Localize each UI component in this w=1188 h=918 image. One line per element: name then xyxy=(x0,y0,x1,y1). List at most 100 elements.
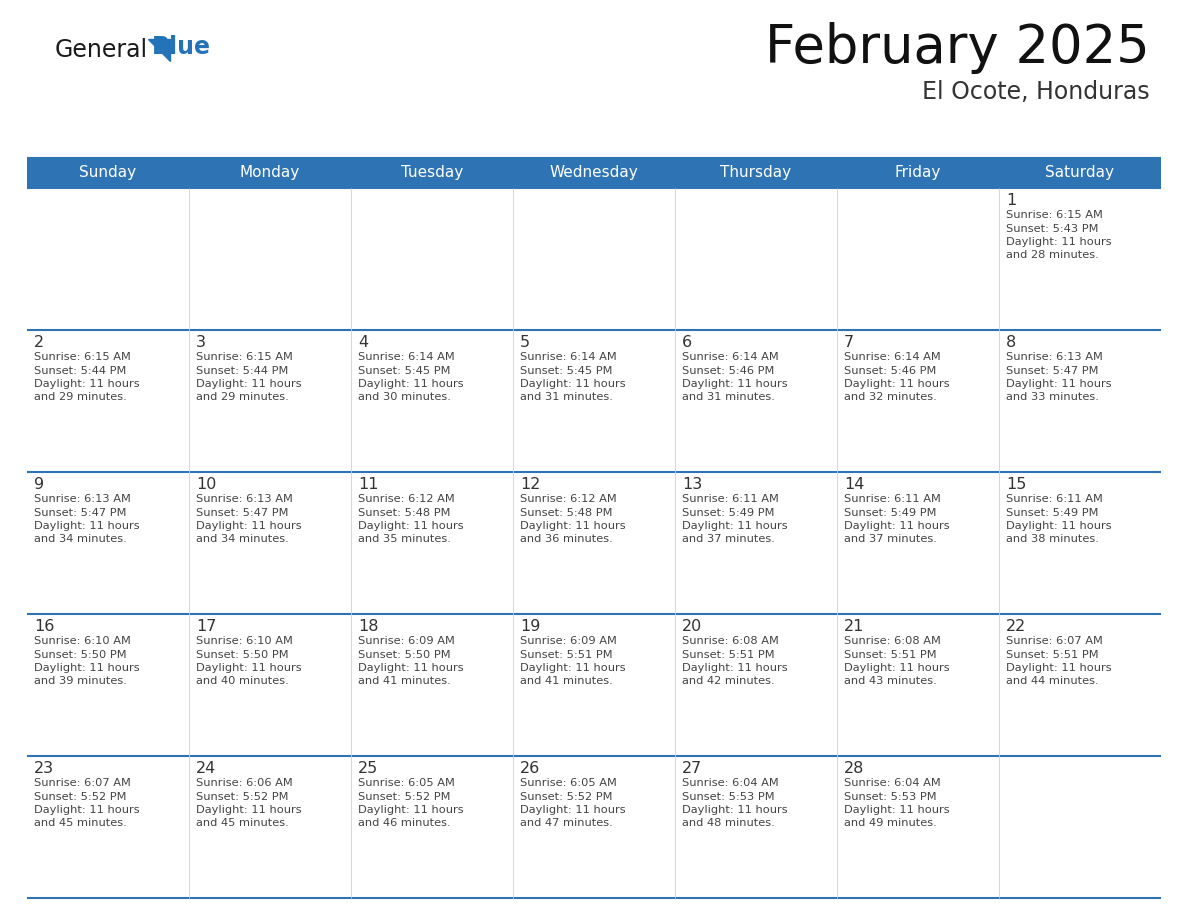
Bar xyxy=(675,614,838,756)
Text: Sunrise: 6:13 AM: Sunrise: 6:13 AM xyxy=(196,494,293,504)
Text: Sunrise: 6:08 AM: Sunrise: 6:08 AM xyxy=(843,636,941,646)
Text: 1: 1 xyxy=(1006,193,1016,208)
Text: Sunrise: 6:10 AM: Sunrise: 6:10 AM xyxy=(196,636,293,646)
Text: Daylight: 11 hours: Daylight: 11 hours xyxy=(520,663,626,673)
Text: and 34 minutes.: and 34 minutes. xyxy=(34,534,127,544)
Text: and 38 minutes.: and 38 minutes. xyxy=(1006,534,1099,544)
Text: Sunrise: 6:13 AM: Sunrise: 6:13 AM xyxy=(1006,352,1102,362)
Text: 23: 23 xyxy=(34,761,55,776)
Text: Sunrise: 6:11 AM: Sunrise: 6:11 AM xyxy=(843,494,941,504)
Text: and 46 minutes.: and 46 minutes. xyxy=(358,819,450,829)
Bar xyxy=(189,330,350,472)
Text: 4: 4 xyxy=(358,335,368,350)
Text: Sunrise: 6:15 AM: Sunrise: 6:15 AM xyxy=(1006,210,1102,220)
Text: Sunset: 5:48 PM: Sunset: 5:48 PM xyxy=(520,508,613,518)
Polygon shape xyxy=(148,39,170,61)
Text: and 31 minutes.: and 31 minutes. xyxy=(682,393,775,402)
Text: and 31 minutes.: and 31 minutes. xyxy=(520,393,613,402)
Text: and 32 minutes.: and 32 minutes. xyxy=(843,393,937,402)
Text: Sunrise: 6:14 AM: Sunrise: 6:14 AM xyxy=(843,352,941,362)
Bar xyxy=(513,472,675,614)
Bar xyxy=(350,158,513,188)
Text: 16: 16 xyxy=(34,619,55,634)
Text: Sunset: 5:53 PM: Sunset: 5:53 PM xyxy=(843,791,936,801)
Text: and 39 minutes.: and 39 minutes. xyxy=(34,677,127,687)
Text: Daylight: 11 hours: Daylight: 11 hours xyxy=(34,663,140,673)
Text: February 2025: February 2025 xyxy=(765,22,1150,74)
Bar xyxy=(189,158,350,188)
Text: and 29 minutes.: and 29 minutes. xyxy=(34,393,127,402)
Text: Daylight: 11 hours: Daylight: 11 hours xyxy=(682,379,788,389)
Bar xyxy=(513,756,675,898)
Text: Sunset: 5:51 PM: Sunset: 5:51 PM xyxy=(1006,650,1099,659)
Text: Sunset: 5:52 PM: Sunset: 5:52 PM xyxy=(358,791,450,801)
Text: Sunset: 5:43 PM: Sunset: 5:43 PM xyxy=(1006,223,1099,233)
Bar xyxy=(27,756,189,898)
Bar xyxy=(350,330,513,472)
Bar xyxy=(999,472,1161,614)
Text: 12: 12 xyxy=(520,477,541,492)
Bar xyxy=(513,614,675,756)
Text: 3: 3 xyxy=(196,335,206,350)
Bar xyxy=(838,472,999,614)
Text: 28: 28 xyxy=(843,761,865,776)
Text: 13: 13 xyxy=(682,477,702,492)
Text: Sunrise: 6:15 AM: Sunrise: 6:15 AM xyxy=(196,352,293,362)
Text: 7: 7 xyxy=(843,335,854,350)
Text: and 37 minutes.: and 37 minutes. xyxy=(682,534,775,544)
Text: Sunrise: 6:14 AM: Sunrise: 6:14 AM xyxy=(358,352,455,362)
Bar xyxy=(838,330,999,472)
Text: Sunrise: 6:05 AM: Sunrise: 6:05 AM xyxy=(520,778,617,788)
Text: Sunset: 5:50 PM: Sunset: 5:50 PM xyxy=(196,650,289,659)
Text: Daylight: 11 hours: Daylight: 11 hours xyxy=(358,805,463,815)
Bar xyxy=(675,188,838,330)
Text: Sunset: 5:49 PM: Sunset: 5:49 PM xyxy=(843,508,936,518)
Text: and 36 minutes.: and 36 minutes. xyxy=(520,534,613,544)
Text: and 45 minutes.: and 45 minutes. xyxy=(34,819,127,829)
Text: Sunrise: 6:10 AM: Sunrise: 6:10 AM xyxy=(34,636,131,646)
Text: Sunrise: 6:14 AM: Sunrise: 6:14 AM xyxy=(520,352,617,362)
Text: Sunset: 5:52 PM: Sunset: 5:52 PM xyxy=(520,791,613,801)
Text: Sunrise: 6:12 AM: Sunrise: 6:12 AM xyxy=(358,494,455,504)
Bar xyxy=(675,158,838,188)
Text: Daylight: 11 hours: Daylight: 11 hours xyxy=(1006,237,1112,247)
Text: Daylight: 11 hours: Daylight: 11 hours xyxy=(358,379,463,389)
Bar xyxy=(999,756,1161,898)
Text: 14: 14 xyxy=(843,477,865,492)
Text: 15: 15 xyxy=(1006,477,1026,492)
Text: Sunday: Sunday xyxy=(80,165,137,181)
Text: and 49 minutes.: and 49 minutes. xyxy=(843,819,937,829)
Text: Sunset: 5:45 PM: Sunset: 5:45 PM xyxy=(520,365,613,375)
Text: Saturday: Saturday xyxy=(1045,165,1114,181)
Text: and 35 minutes.: and 35 minutes. xyxy=(358,534,451,544)
Bar xyxy=(513,158,675,188)
Text: and 30 minutes.: and 30 minutes. xyxy=(358,393,451,402)
Text: Daylight: 11 hours: Daylight: 11 hours xyxy=(843,521,949,531)
Text: Daylight: 11 hours: Daylight: 11 hours xyxy=(843,379,949,389)
Text: Daylight: 11 hours: Daylight: 11 hours xyxy=(34,521,140,531)
Bar xyxy=(675,330,838,472)
Text: Sunset: 5:46 PM: Sunset: 5:46 PM xyxy=(843,365,936,375)
Text: Daylight: 11 hours: Daylight: 11 hours xyxy=(520,521,626,531)
Text: Sunset: 5:51 PM: Sunset: 5:51 PM xyxy=(682,650,775,659)
Text: Monday: Monday xyxy=(240,165,301,181)
Text: 5: 5 xyxy=(520,335,530,350)
Bar xyxy=(838,188,999,330)
Text: 6: 6 xyxy=(682,335,693,350)
Text: and 42 minutes.: and 42 minutes. xyxy=(682,677,775,687)
Text: Sunset: 5:53 PM: Sunset: 5:53 PM xyxy=(682,791,775,801)
Text: Sunrise: 6:07 AM: Sunrise: 6:07 AM xyxy=(1006,636,1102,646)
Text: 10: 10 xyxy=(196,477,216,492)
Bar xyxy=(838,756,999,898)
Text: 11: 11 xyxy=(358,477,379,492)
Text: Sunrise: 6:11 AM: Sunrise: 6:11 AM xyxy=(682,494,779,504)
Text: Daylight: 11 hours: Daylight: 11 hours xyxy=(34,805,140,815)
Text: Sunrise: 6:15 AM: Sunrise: 6:15 AM xyxy=(34,352,131,362)
Text: Daylight: 11 hours: Daylight: 11 hours xyxy=(196,379,302,389)
Text: Sunrise: 6:09 AM: Sunrise: 6:09 AM xyxy=(358,636,455,646)
Text: Daylight: 11 hours: Daylight: 11 hours xyxy=(682,663,788,673)
Text: 2: 2 xyxy=(34,335,44,350)
Text: and 47 minutes.: and 47 minutes. xyxy=(520,819,613,829)
Text: Sunrise: 6:11 AM: Sunrise: 6:11 AM xyxy=(1006,494,1102,504)
Text: Daylight: 11 hours: Daylight: 11 hours xyxy=(520,379,626,389)
